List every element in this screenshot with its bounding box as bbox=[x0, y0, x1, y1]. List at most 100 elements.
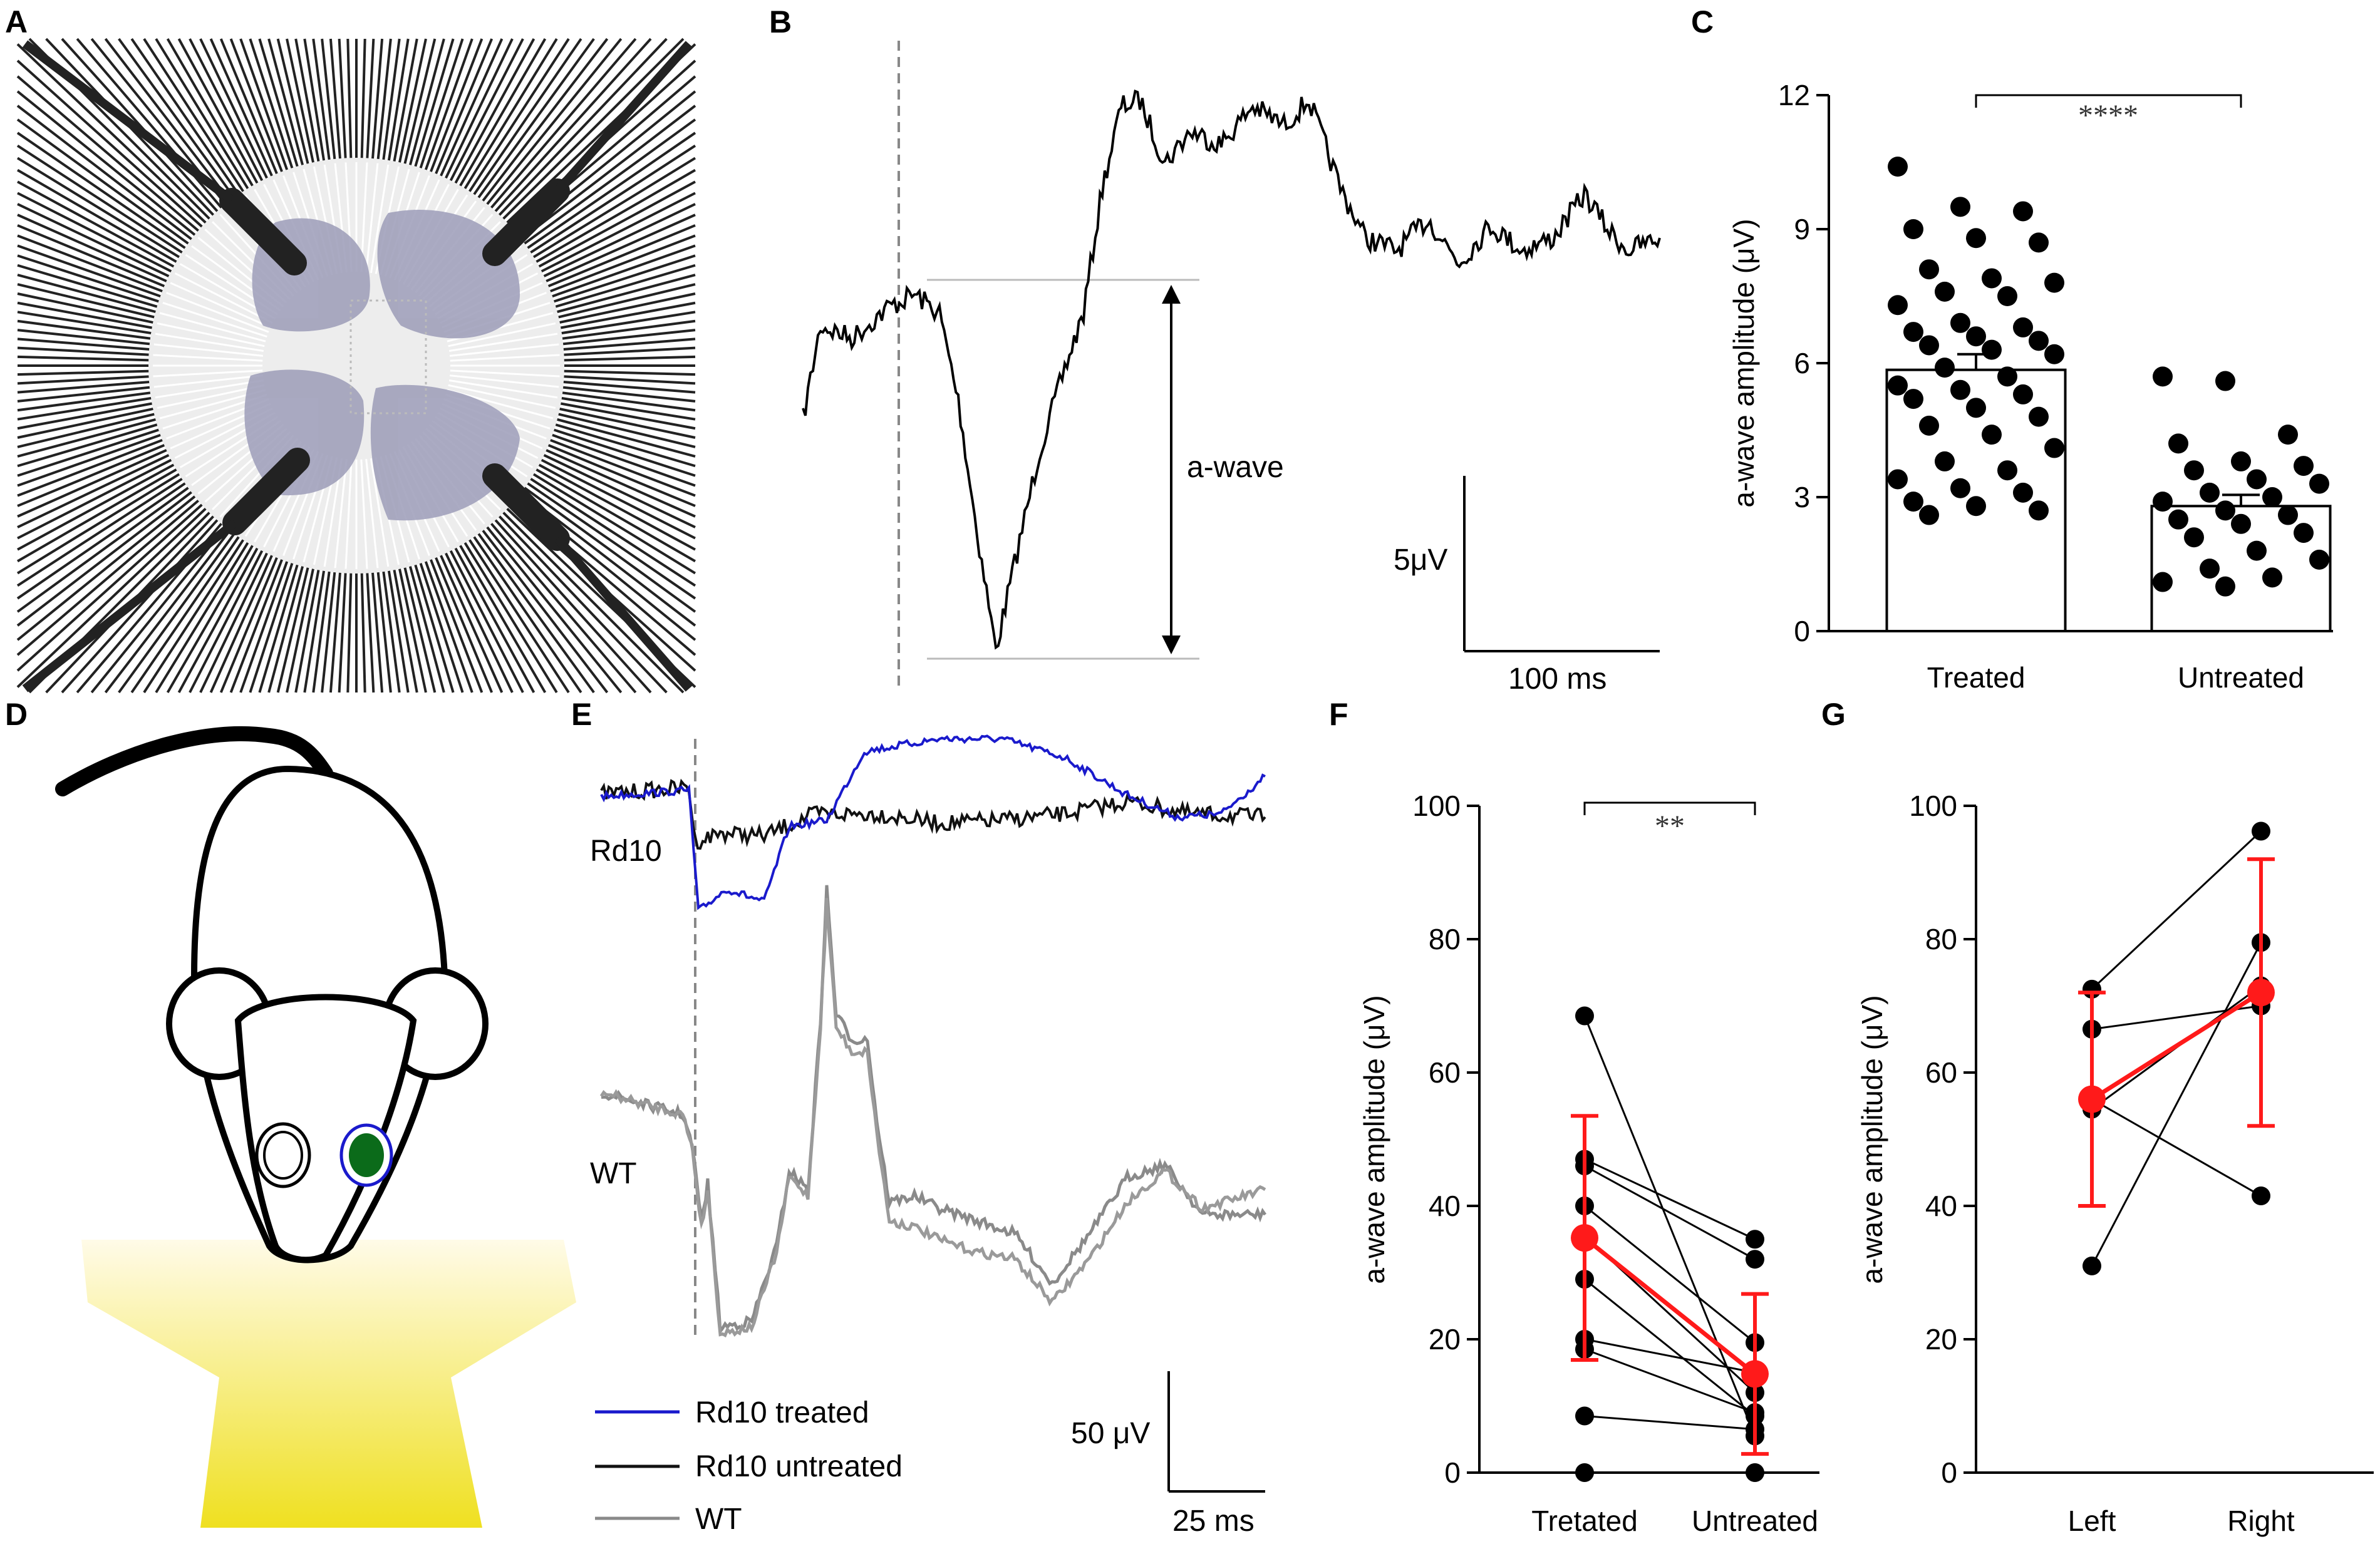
radial-trace bbox=[507, 118, 696, 257]
inner-trace bbox=[360, 459, 368, 569]
chart-c-point bbox=[2294, 456, 2314, 476]
radial-trace bbox=[541, 301, 696, 333]
inner-trace bbox=[157, 384, 265, 409]
radial-trace bbox=[432, 38, 504, 195]
radial-trace bbox=[440, 38, 524, 199]
flap-top-right bbox=[377, 210, 520, 339]
chart-f-pair-line bbox=[1584, 1348, 1756, 1414]
a-wave-arrowhead-up bbox=[1162, 285, 1181, 304]
radial-trace bbox=[239, 542, 295, 693]
radial-trace bbox=[534, 254, 696, 309]
radial-trace bbox=[403, 547, 445, 693]
radial-trace bbox=[219, 38, 286, 193]
chart-c-ytick-label: 6 bbox=[1794, 347, 1810, 379]
radial-trace bbox=[531, 431, 696, 497]
chart-c-point bbox=[1997, 460, 2017, 481]
radial-trace bbox=[76, 38, 235, 224]
chart-c-point bbox=[2184, 460, 2204, 481]
chart-f-ytick-label: 0 bbox=[1444, 1456, 1461, 1489]
radial-trace bbox=[177, 530, 268, 693]
chart-c-point bbox=[1935, 281, 1955, 302]
radial-trace bbox=[229, 540, 291, 693]
inner-trace bbox=[448, 379, 558, 399]
radial-trace bbox=[17, 389, 170, 412]
panel-label-g: G bbox=[1821, 697, 1846, 732]
chart-c-point bbox=[2184, 527, 2204, 548]
chart-c-point bbox=[2200, 558, 2220, 579]
radial-trace bbox=[540, 292, 696, 328]
chart-g-xtick-left: Left bbox=[2068, 1505, 2116, 1537]
chart-c-point bbox=[1966, 398, 1986, 418]
radial-trace bbox=[470, 513, 609, 694]
chart-g-pair-line bbox=[2091, 942, 2262, 1267]
chart-c-point bbox=[1888, 295, 1908, 316]
radial-trace bbox=[17, 374, 169, 385]
radial-trace bbox=[389, 550, 418, 693]
radial-trace bbox=[17, 379, 170, 394]
chart-c-point bbox=[1903, 322, 1923, 342]
chart-f-mean-line bbox=[1583, 1236, 1757, 1376]
radial-trace bbox=[155, 525, 259, 694]
chart-c-xtick-treated: Treated bbox=[1927, 661, 2026, 694]
inner-trace bbox=[162, 302, 267, 338]
radial-trace bbox=[16, 105, 209, 252]
radial-trace bbox=[541, 311, 696, 338]
chart-c-point bbox=[2262, 567, 2282, 588]
inner-trace bbox=[370, 164, 390, 274]
chart-c-ytick-label: 9 bbox=[1794, 213, 1810, 245]
chart-c-point bbox=[2168, 509, 2188, 530]
radial-trace bbox=[17, 264, 177, 314]
chart-f-mean bbox=[1571, 1114, 1769, 1456]
radial-trace bbox=[16, 466, 200, 587]
radial-trace bbox=[543, 379, 696, 394]
radial-trace bbox=[16, 483, 212, 641]
radial-trace bbox=[518, 168, 696, 273]
radial-trace bbox=[544, 346, 696, 358]
trace-rd10-treated bbox=[600, 734, 1266, 910]
radial-trace bbox=[544, 369, 696, 376]
chart-c-point bbox=[2013, 384, 2033, 404]
chart-c-point bbox=[2200, 482, 2220, 503]
radial-trace bbox=[17, 274, 175, 319]
radial-trace bbox=[303, 550, 329, 693]
legend-label-wt: WT bbox=[695, 1503, 742, 1536]
inner-trace bbox=[450, 354, 560, 362]
radial-trace bbox=[286, 38, 319, 182]
inner-trace bbox=[153, 354, 263, 362]
radial-trace bbox=[16, 490, 218, 672]
a-wave-label: a-wave bbox=[1187, 451, 1284, 484]
chart-f-xtick-untreated: Untreated bbox=[1692, 1505, 1818, 1537]
radial-trace bbox=[45, 38, 228, 230]
chart-g-mean-line bbox=[2091, 991, 2262, 1101]
radial-trace bbox=[531, 234, 696, 300]
radial-trace bbox=[543, 337, 696, 353]
chart-c: 0 3 6 9 12 Treated Untreated a-wave amplitud… bbox=[1727, 79, 2333, 694]
radial-trace bbox=[485, 501, 668, 694]
radial-trace bbox=[17, 346, 169, 358]
chart-c-point bbox=[2294, 523, 2314, 543]
chart-c-point bbox=[2309, 549, 2329, 570]
radial-trace bbox=[258, 545, 304, 693]
radial-trace bbox=[389, 38, 418, 182]
trace-wt-1 bbox=[601, 885, 1267, 1336]
radial-trace bbox=[286, 549, 319, 693]
radial-trace bbox=[17, 203, 188, 286]
panel-label-d: D bbox=[5, 697, 28, 732]
chart-f-point bbox=[1575, 1406, 1594, 1426]
radial-trace bbox=[17, 283, 174, 323]
radial-trace bbox=[17, 398, 172, 430]
radial-trace bbox=[16, 59, 218, 241]
radial-trace bbox=[527, 214, 696, 291]
inner-trace bbox=[365, 163, 379, 272]
radial-trace bbox=[219, 538, 286, 693]
chart-f-ylabel: a-wave amplitude (μV) bbox=[1358, 995, 1390, 1284]
radial-trace bbox=[462, 38, 582, 212]
chart-c-sig-label: **** bbox=[2078, 99, 2138, 132]
radial-trace bbox=[303, 38, 329, 181]
radial-trace bbox=[413, 543, 464, 693]
legend-label-treated: Rd10 treated bbox=[695, 1396, 869, 1429]
radial-trace bbox=[16, 475, 205, 613]
chart-f-ytick-label: 80 bbox=[1429, 923, 1461, 955]
scalebar-e-y-label: 50 μV bbox=[1071, 1417, 1150, 1450]
chart-c-point bbox=[1950, 312, 1970, 333]
